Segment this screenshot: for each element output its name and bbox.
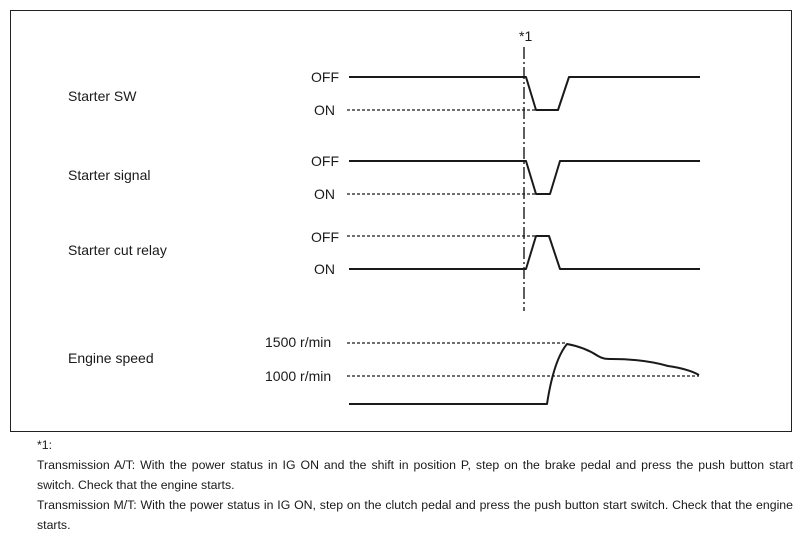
footnote-at: Transmission A/T: With the power status … — [37, 458, 793, 492]
engine-speed-1000-label: 1000 r/min — [265, 368, 331, 384]
starter-signal-off-label: OFF — [311, 153, 339, 169]
starter-signal-label: Starter signal — [68, 167, 150, 183]
footnote-mt: Transmission M/T: With the power status … — [37, 498, 793, 532]
timing-diagram: *1 Starter SW OFF ON Starter signal OFF … — [68, 28, 700, 405]
starter-cut-relay-off-label: OFF — [311, 229, 339, 245]
starter-cut-relay-waveform — [349, 235, 700, 270]
engine-speed-1500-label: 1500 r/min — [265, 334, 331, 350]
starter-sw-on-label: ON — [314, 102, 335, 118]
engine-speed-curve — [349, 343, 700, 405]
footnote-heading: *1: — [37, 438, 53, 452]
engine-speed-label: Engine speed — [68, 350, 154, 366]
footnotes: *1: Transmission A/T: With the power sta… — [37, 435, 793, 535]
starter-sw-off-label: OFF — [311, 69, 339, 85]
starter-signal-on-label: ON — [314, 186, 335, 202]
starter-cut-relay-label: Starter cut relay — [68, 242, 167, 258]
starter-signal-waveform — [349, 160, 700, 195]
starter-sw-waveform — [349, 76, 700, 111]
starter-sw-label: Starter SW — [68, 88, 137, 104]
marker-label: *1 — [519, 28, 532, 44]
timing-diagram-frame — [10, 10, 792, 432]
starter-cut-relay-on-label: ON — [314, 261, 335, 277]
